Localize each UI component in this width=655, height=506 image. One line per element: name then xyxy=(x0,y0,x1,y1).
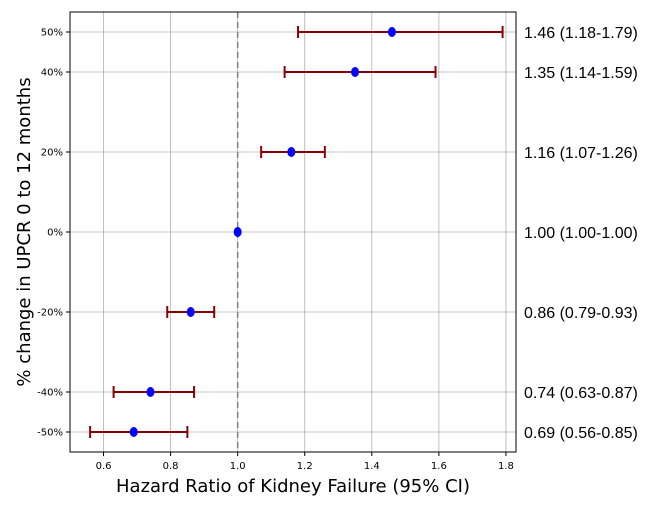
y-axis-label: % change in UPCR 0 to 12 months xyxy=(14,77,35,386)
y-tick-label: -40% xyxy=(37,388,63,399)
hr-annotation: 1.46 (1.18-1.79) xyxy=(524,25,638,42)
hr-point xyxy=(387,27,396,37)
grid-lines xyxy=(70,12,516,452)
hr-point xyxy=(146,387,155,397)
hr-annotation: 0.86 (0.79-0.93) xyxy=(524,305,638,322)
y-tick-label: 40% xyxy=(41,68,63,79)
hr-annotation: 1.35 (1.14-1.59) xyxy=(524,65,638,82)
x-tick-label: 0.6 xyxy=(96,461,112,472)
x-tick-label: 1.4 xyxy=(364,461,380,472)
forest-marks xyxy=(89,26,504,438)
x-tick-label: 1.0 xyxy=(230,461,246,472)
hr-annotation: 1.16 (1.07-1.26) xyxy=(524,145,638,162)
hr-point xyxy=(351,67,360,77)
hr-annotation: 0.69 (0.56-0.85) xyxy=(524,425,638,442)
hr-annotations: 1.46 (1.18-1.79) 1.35 (1.14-1.59) 1.16 (1.… xyxy=(524,25,638,442)
y-tick-label: 20% xyxy=(41,148,63,159)
hr-point xyxy=(186,307,195,317)
x-axis-label: Hazard Ratio of Kidney Failure (95% CI) xyxy=(116,476,470,497)
hr-annotation: 1.00 (1.00-1.00) xyxy=(524,225,638,242)
y-tick-label: 0% xyxy=(47,228,63,239)
y-tick-label: 50% xyxy=(41,28,63,39)
hr-annotation: 0.74 (0.63-0.87) xyxy=(524,385,638,402)
axis-ticks: 0.6 0.8 1.0 1.2 1.4 1.6 1.8 50% 40% 20% 0% -20% -40%… xyxy=(37,28,514,473)
y-tick-label: -20% xyxy=(37,308,63,319)
x-tick-label: 1.8 xyxy=(498,461,514,472)
hr-point xyxy=(129,427,138,437)
x-tick-label: 1.6 xyxy=(431,461,447,472)
hr-point xyxy=(287,147,296,157)
x-tick-label: 1.2 xyxy=(297,461,313,472)
y-tick-label: -50% xyxy=(37,428,63,439)
hr-point xyxy=(233,227,242,237)
x-tick-label: 0.8 xyxy=(163,461,179,472)
